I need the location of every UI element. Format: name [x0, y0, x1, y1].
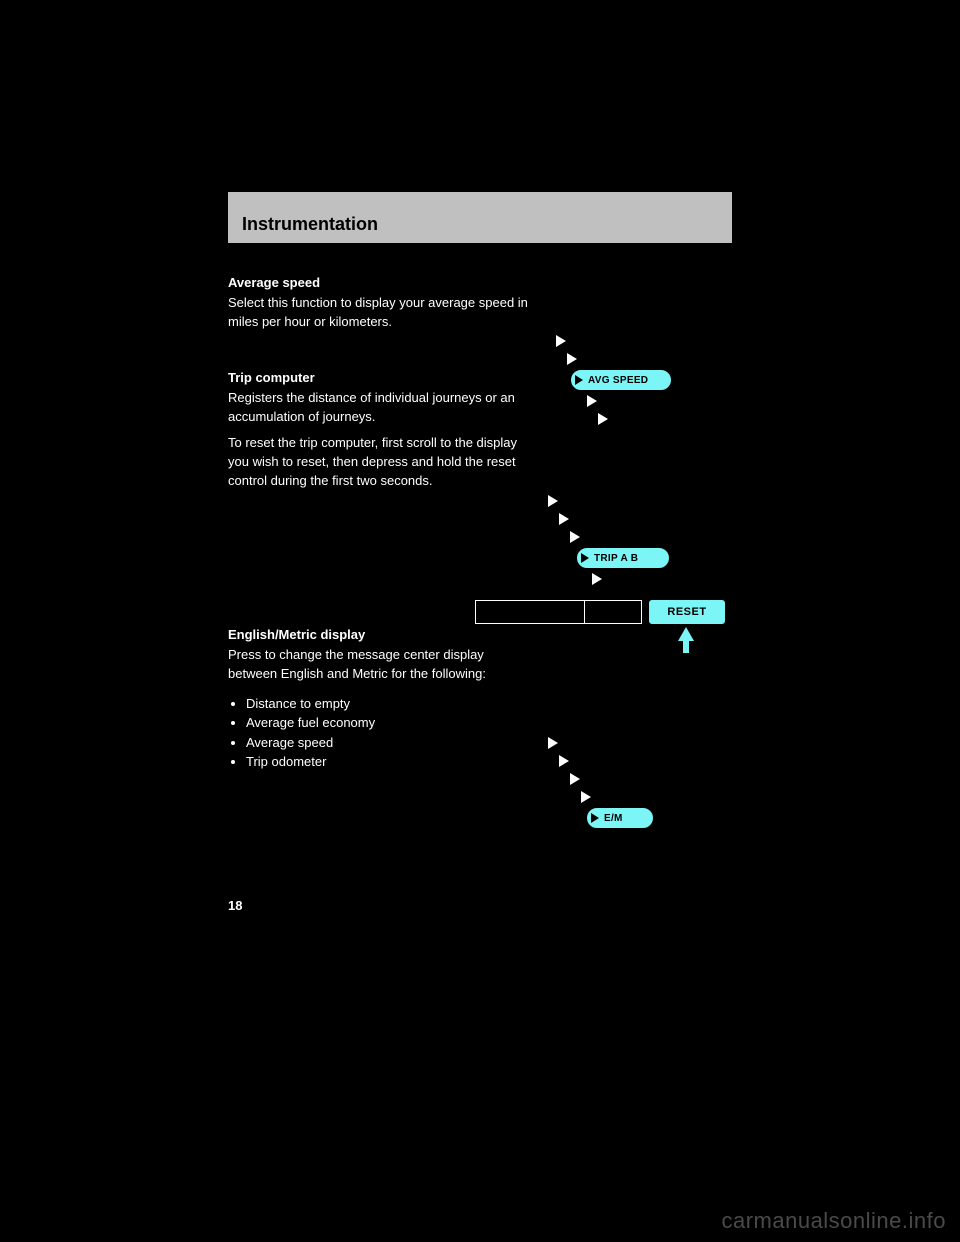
- list-item: Distance to empty: [246, 694, 732, 714]
- pill-label: TRIP A B: [594, 553, 638, 564]
- pill-label: E/M: [604, 813, 623, 824]
- up-arrow-icon: [678, 627, 694, 653]
- para-trip-1: Registers the distance of individual jou…: [228, 389, 528, 427]
- manual-page: Instrumentation Average speed Select thi…: [228, 192, 732, 882]
- list-item: Average speed: [246, 733, 732, 753]
- reset-display-row: RESET: [475, 599, 726, 625]
- triangle-icon: [556, 335, 566, 347]
- pill-label: AVG SPEED: [588, 375, 648, 386]
- triangle-icon: [570, 773, 580, 785]
- list-item: Trip odometer: [246, 752, 732, 772]
- em-pill: E/M: [586, 807, 654, 829]
- triangle-icon: [559, 755, 569, 767]
- triangle-icon: [570, 531, 580, 543]
- page-number: 18: [228, 898, 242, 913]
- trip-pill: TRIP A B: [576, 547, 670, 569]
- section-header: Instrumentation: [228, 192, 732, 243]
- reset-button[interactable]: RESET: [648, 599, 726, 625]
- heading-em: English/Metric display: [228, 627, 732, 642]
- display-panel-left: [475, 600, 584, 624]
- triangle-icon: [567, 353, 577, 365]
- heading-avg-speed: Average speed: [228, 275, 732, 290]
- para-trip-2: To reset the trip computer, first scroll…: [228, 434, 528, 491]
- play-icon: [575, 375, 583, 385]
- em-bullet-list: Distance to empty Average fuel economy A…: [228, 694, 732, 772]
- header-title: Instrumentation: [242, 214, 378, 234]
- avg-speed-pill: AVG SPEED: [570, 369, 672, 391]
- triangle-icon: [559, 513, 569, 525]
- triangle-icon: [592, 573, 602, 585]
- reset-label: RESET: [667, 606, 706, 618]
- para-em: Press to change the message center displ…: [228, 646, 528, 684]
- play-icon: [591, 813, 599, 823]
- play-icon: [581, 553, 589, 563]
- page-body: Average speed Select this function to di…: [228, 275, 732, 895]
- para-avg-speed: Select this function to display your ave…: [228, 294, 528, 332]
- watermark: carmanualsonline.info: [721, 1208, 946, 1234]
- triangle-icon: [587, 395, 597, 407]
- list-item: Average fuel economy: [246, 713, 732, 733]
- display-panel-right: [584, 600, 642, 624]
- triangle-icon: [548, 495, 558, 507]
- triangle-icon: [548, 737, 558, 749]
- triangle-icon: [598, 413, 608, 425]
- triangle-icon: [581, 791, 591, 803]
